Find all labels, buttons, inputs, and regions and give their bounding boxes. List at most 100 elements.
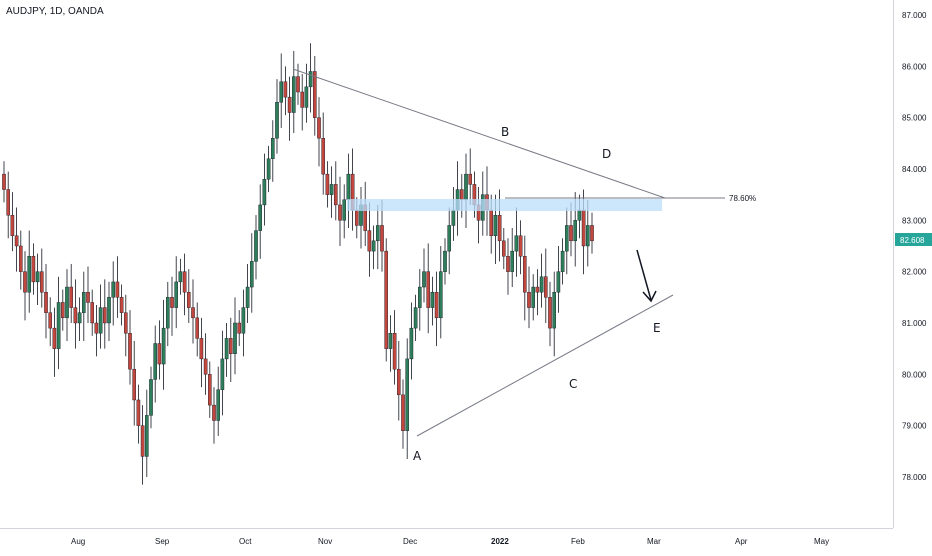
price-tick-label: 87.000 [902, 11, 927, 20]
candle-body [128, 333, 132, 370]
candle-body [254, 230, 258, 262]
candle-body [392, 333, 397, 370]
candle-body [489, 209, 494, 236]
candle-body [506, 256, 510, 272]
price-tick-label: 80.000 [902, 370, 927, 379]
candle-body [216, 389, 221, 421]
candle-body [397, 368, 401, 396]
candle-body [56, 302, 61, 349]
candle-body [195, 317, 200, 339]
wave-label-c: C [569, 377, 577, 391]
candle-body [136, 399, 141, 426]
candle-body [556, 271, 561, 293]
candle-body [170, 297, 174, 308]
time-axis[interactable]: Aug Sep Oct Nov Dec 2022 Feb Mar Apr May [0, 528, 893, 551]
candle-body [287, 96, 292, 113]
candle-body [144, 415, 149, 457]
candle-body [581, 209, 586, 247]
candle-body [586, 225, 590, 247]
candle-body [451, 209, 456, 226]
candle-body [161, 327, 166, 365]
candle-body [552, 291, 556, 329]
candle-body [560, 250, 565, 272]
wave-label-b: B [501, 125, 509, 139]
price-tick-label: 78.000 [902, 473, 927, 482]
candle-body [65, 286, 69, 319]
candle-body [48, 312, 52, 329]
candle-body [31, 256, 36, 283]
candle-body [207, 374, 212, 406]
candle-body [178, 271, 183, 283]
candle-body [313, 71, 317, 118]
price-tick-label: 84.000 [902, 165, 927, 174]
candle-body [367, 230, 372, 252]
candle-body [115, 281, 120, 298]
candle-body [90, 302, 94, 324]
candle-body [321, 137, 326, 175]
candle-body [102, 307, 107, 324]
candle-body [531, 286, 535, 308]
candle-body [174, 281, 179, 308]
candle-body [443, 250, 447, 272]
candle-body [157, 343, 162, 365]
candle-body [329, 184, 334, 195]
lower-trendline[interactable] [416, 294, 674, 437]
time-tick-label: Nov [318, 537, 332, 546]
candle-body [502, 240, 506, 257]
time-tick-label: Mar [647, 537, 661, 546]
candle-body [539, 276, 544, 293]
fib-zone[interactable] [347, 199, 662, 211]
candle-body [132, 368, 137, 401]
candle-body [123, 312, 128, 334]
candle-body [77, 312, 82, 324]
candle-body [590, 225, 594, 242]
candle-body [245, 286, 250, 308]
candle-body [69, 286, 73, 308]
candle-body [35, 271, 40, 283]
candle-body [413, 307, 418, 329]
candle-body [418, 286, 422, 308]
candle-body [249, 261, 254, 288]
price-tick-label: 82.000 [902, 268, 927, 277]
candle-body [153, 343, 158, 380]
upper-trendline[interactable] [292, 68, 666, 199]
candle-body [430, 291, 435, 308]
candle-body [262, 179, 267, 206]
candle-body [10, 214, 15, 236]
candle-body [44, 291, 48, 313]
time-tick-label: 2022 [491, 537, 509, 546]
candle-body [548, 297, 552, 329]
wave-label-a: A [413, 449, 422, 463]
candle-body [292, 76, 296, 113]
candle-body [149, 379, 153, 416]
candle-body [439, 271, 443, 319]
price-axis[interactable]: 87.000 86.000 85.000 84.000 83.000 82.000 81.0… [893, 0, 932, 528]
symbol-title: AUDJPY, 1D, OANDA [6, 6, 104, 17]
candle-body [27, 256, 32, 293]
candle-body [199, 338, 204, 360]
candle-body [14, 235, 19, 247]
candle-body [266, 158, 271, 180]
candle-body [296, 76, 300, 93]
candle-body [300, 91, 305, 108]
candle-body [182, 271, 187, 293]
time-tick-label: May [814, 537, 829, 546]
candle-body [447, 225, 452, 252]
last-price-text: 82.608 [900, 236, 925, 245]
candles-layer [2, 43, 594, 485]
projection-arrow[interactable] [636, 249, 652, 301]
candle-body [527, 291, 531, 308]
candle-body [98, 307, 103, 334]
candle-body [107, 297, 111, 324]
candle-body [569, 225, 573, 242]
candle-body [271, 137, 275, 159]
arrow-head-icon [642, 290, 657, 303]
candle-body [426, 271, 431, 308]
candle-body [346, 173, 351, 200]
candle-body [23, 271, 27, 293]
candle-body [535, 286, 540, 293]
candle-body [224, 338, 229, 360]
time-tick-label: Feb [571, 537, 585, 546]
candle-body [338, 204, 342, 221]
price-chart[interactable]: 78.60% A B C D E [0, 0, 893, 528]
